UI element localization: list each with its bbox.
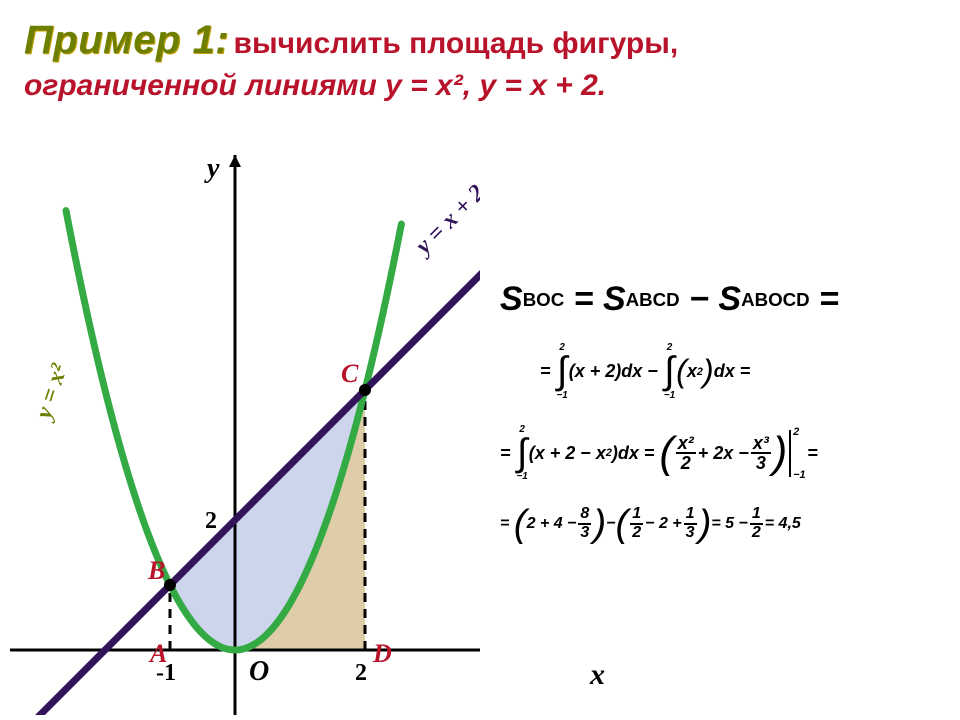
slide-title: Пример 1: вычислить площадь фигуры, огра… bbox=[24, 18, 944, 103]
svg-text:y = x²: y = x² bbox=[30, 360, 73, 424]
fraction: x³ 3 bbox=[751, 434, 771, 474]
sym-S: S bbox=[500, 280, 523, 319]
integral-icon: 2 ∫ −1 bbox=[664, 343, 675, 401]
eq-sign: = bbox=[735, 361, 751, 382]
svg-text:A: A bbox=[148, 639, 167, 668]
fraction: x² 2 bbox=[676, 434, 696, 474]
eq-sign: − bbox=[680, 280, 719, 319]
integrand-1: (x + 2)dx bbox=[569, 361, 643, 382]
paren-open: ( bbox=[676, 359, 687, 385]
eq-sign: = bbox=[810, 280, 839, 319]
paren-open: ( bbox=[659, 436, 673, 471]
svg-text:2: 2 bbox=[355, 660, 367, 686]
svg-text:y = x + 2: y = x + 2 bbox=[409, 180, 480, 261]
svg-text:O: O bbox=[249, 656, 269, 687]
title-main: Пример 1: bbox=[24, 18, 229, 62]
eq-line-1: S BOC = S ABCD − S ABOCD = bbox=[500, 280, 950, 319]
paren-close: ) bbox=[773, 436, 787, 471]
paren-open: ( bbox=[514, 509, 527, 540]
x-axis-label: x bbox=[590, 658, 605, 692]
svg-text:B: B bbox=[147, 556, 165, 585]
integral-icon: 2 ∫ −1 bbox=[557, 343, 568, 401]
eq-sign: = bbox=[639, 443, 660, 464]
paren-close: ) bbox=[703, 359, 714, 385]
eq-sign: = bbox=[807, 443, 818, 464]
eq-sign: = bbox=[540, 361, 556, 382]
eq-line-3: = 2 ∫ −1 (x + 2 − x 2 )dx = ( x² 2 + 2x … bbox=[500, 425, 950, 483]
fraction: 8 3 bbox=[578, 506, 591, 542]
term: − 2 + bbox=[645, 515, 681, 533]
sub-abocd: ABOCD bbox=[741, 289, 810, 311]
eval-bar: 2 −1 bbox=[789, 430, 791, 477]
svg-text:C: C bbox=[341, 359, 359, 388]
term: = 5 − bbox=[711, 515, 747, 533]
mid-text: + 2x − bbox=[698, 443, 749, 464]
svg-text:2: 2 bbox=[205, 508, 217, 534]
sub-boc: BOC bbox=[523, 289, 565, 311]
fraction: 1 2 bbox=[750, 506, 763, 542]
equation-block: S BOC = S ABCD − S ABOCD = = 2 ∫ −1 (x +… bbox=[500, 280, 950, 566]
eq-sign: = bbox=[564, 280, 603, 319]
eq-sign: = bbox=[500, 443, 516, 464]
minus: − bbox=[642, 361, 663, 382]
sub-abcd: ABCD bbox=[626, 289, 680, 311]
paren-close: ) bbox=[593, 509, 606, 540]
integral-icon: 2 ∫ −1 bbox=[517, 425, 528, 483]
svg-text:y: y bbox=[204, 155, 220, 184]
dx: dx bbox=[714, 361, 735, 382]
dx: )dx bbox=[612, 443, 639, 464]
sym-S: S bbox=[718, 280, 741, 319]
title-sub2: ограниченной линиями y = x², y = x + 2. bbox=[24, 69, 944, 103]
plot-area: y-122Oy = x²y = x + 2ABCD bbox=[10, 155, 480, 715]
paren-close: ) bbox=[699, 509, 712, 540]
term: 2 + 4 − bbox=[527, 515, 577, 533]
eq-line-2: = 2 ∫ −1 (x + 2)dx − 2 ∫ −1 ( x 2 ) dx = bbox=[540, 343, 950, 401]
fraction: 1 2 bbox=[630, 506, 643, 542]
sym-S: S bbox=[603, 280, 626, 319]
fraction: 1 3 bbox=[684, 506, 697, 542]
title-sub1: вычислить площадь фигуры, bbox=[234, 27, 679, 60]
integrand-2: x bbox=[687, 361, 697, 382]
integrand-3: (x + 2 − x bbox=[529, 443, 606, 464]
paren-open: ( bbox=[615, 509, 628, 540]
result: = 4,5 bbox=[765, 515, 801, 533]
svg-text:D: D bbox=[372, 639, 392, 668]
eq-sign: = bbox=[500, 515, 514, 533]
eq-line-4: = ( 2 + 4 − 8 3 ) − ( 1 2 − 2 + 1 3 ) = … bbox=[500, 506, 950, 542]
term: − bbox=[606, 515, 615, 533]
